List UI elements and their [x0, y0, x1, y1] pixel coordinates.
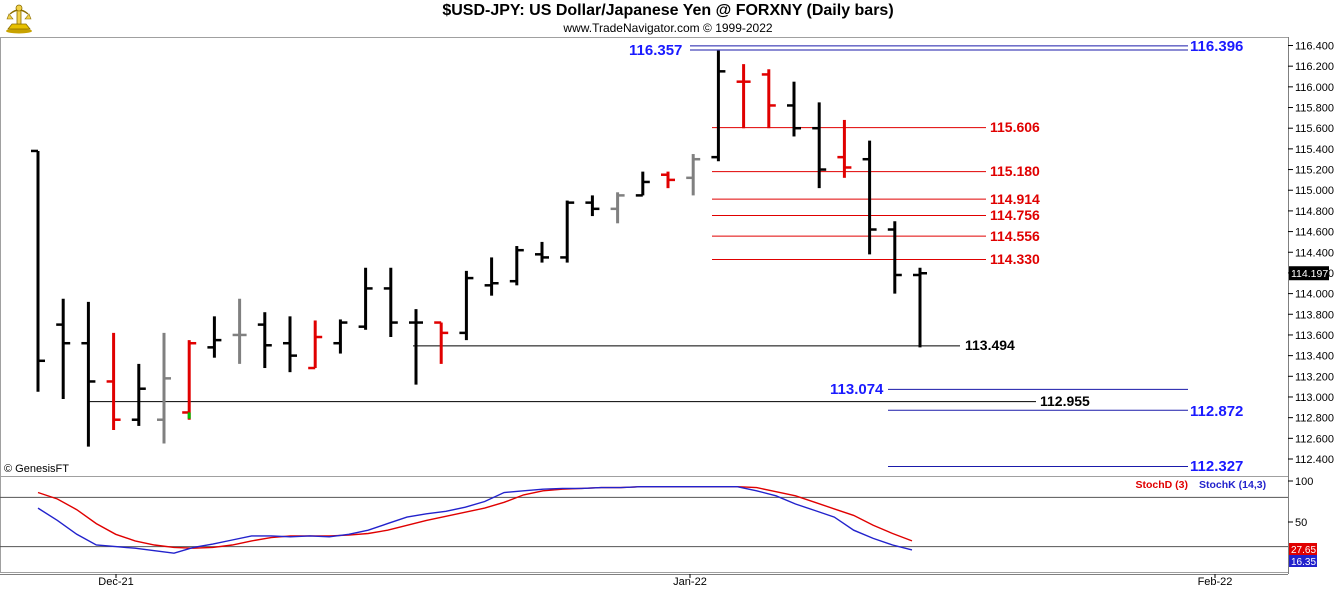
level-label: 115.180 — [990, 163, 1040, 179]
stoch-k-legend: StochK (14,3) — [1199, 479, 1266, 491]
y-tick-label: 114.800 — [1295, 206, 1334, 218]
stoch-d-legend: StochD (3) — [1136, 479, 1189, 491]
level-label: 116.396 — [1190, 38, 1243, 55]
chart-header: $USD-JPY: US Dollar/Japanese Yen @ FORXN… — [0, 0, 1336, 37]
level-label: 114.914 — [990, 191, 1040, 207]
price-panel-frame — [0, 37, 1289, 477]
y-tick-label: 112.600 — [1295, 433, 1334, 445]
chart-title: $USD-JPY: US Dollar/Japanese Yen @ FORXN… — [442, 2, 894, 19]
stoch-d-last-label: 27.65 — [1291, 545, 1316, 556]
last-price-label: 114.197 — [1291, 268, 1328, 280]
y-tick-label: 113.600 — [1295, 330, 1334, 342]
y-tick-label: 115.000 — [1295, 185, 1334, 197]
level-label: 114.556 — [990, 228, 1040, 244]
y-tick-label: 115.200 — [1295, 165, 1334, 177]
y-tick-label: 116.400 — [1295, 41, 1334, 53]
stoch-line-red — [37, 486, 913, 549]
level-label: 114.756 — [990, 207, 1040, 223]
y-tick-label: 115.600 — [1295, 123, 1334, 135]
level-label: 112.872 — [1190, 403, 1243, 420]
level-label: 115.606 — [990, 119, 1040, 135]
level-label: 114.330 — [990, 251, 1040, 267]
y-tick-label: 112.400 — [1295, 454, 1334, 466]
y-tick-label: 113.000 — [1295, 392, 1334, 404]
chart-subtitle: www.TradeNavigator.com © 1999-2022 — [563, 21, 773, 35]
stoch-y-label: 50 — [1295, 517, 1307, 529]
stoch-k-last-box — [1289, 555, 1317, 567]
level-label: 113.074 — [830, 381, 884, 398]
y-tick-label: 113.800 — [1295, 309, 1334, 321]
y-tick-label: 114.000 — [1295, 289, 1334, 301]
level-label: 112.327 — [1190, 458, 1243, 475]
level-label: 116.357 — [629, 42, 682, 59]
stoch-k-last-label: 16.35 — [1291, 557, 1316, 568]
y-tick-label: 115.800 — [1295, 103, 1334, 115]
stoch-y-label: 100 — [1295, 476, 1313, 488]
y-tick-label: 114.400 — [1295, 247, 1334, 259]
x-tick-label: Jan-22 — [673, 576, 707, 588]
stochastic-panel-frame — [0, 476, 1289, 573]
stoch-d-last-box — [1289, 543, 1317, 555]
y-tick-label: 112.800 — [1295, 413, 1334, 425]
y-tick-label: 116.200 — [1295, 61, 1334, 73]
y-tick-label: 116.000 — [1295, 82, 1334, 94]
y-tick-label: 113.400 — [1295, 351, 1334, 363]
last-price-box — [1289, 266, 1329, 281]
y-tick-label: 114.600 — [1295, 227, 1334, 239]
level-label: 112.955 — [1040, 393, 1090, 409]
y-tick-label: 113.200 — [1295, 371, 1334, 383]
trade-navigator-logo-icon — [6, 4, 32, 34]
y-tick-label: 115.400 — [1295, 144, 1334, 156]
x-tick-label: Dec-21 — [98, 576, 133, 588]
stoch-line-blue — [37, 486, 913, 554]
x-tick-label: Feb-22 — [1198, 576, 1233, 588]
level-label: 113.494 — [965, 337, 1015, 353]
watermark: © GenesisFT — [4, 463, 69, 475]
